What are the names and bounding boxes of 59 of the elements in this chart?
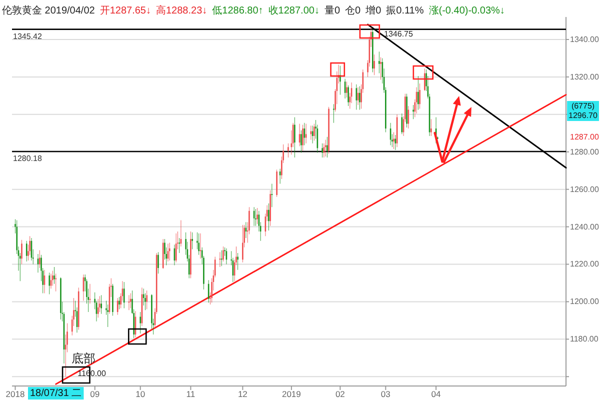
candlestick [55,274,57,292]
y-tick-label: 1240.00 [570,222,600,232]
ref-line-label: 1345.42 [13,32,42,41]
x-tick-label: 11 [186,389,196,399]
y-tick-label: 1280.00 [570,147,600,156]
candlestick [116,298,118,315]
candlestick [253,207,255,226]
candlestick [279,168,281,184]
candlestick [219,252,221,268]
x-tick-label: 2019 [282,389,302,399]
text: 18/07/31 二 [30,388,82,399]
x-tick-label: 04 [431,389,442,399]
chart-title: 伦敦黄金 2019/04/02 [2,4,96,16]
text: 开1287.65↓ [100,6,151,16]
candlestick [97,298,99,318]
candlestick [324,140,326,157]
candlestick [245,222,247,238]
annotation: 底部 [72,352,96,366]
candlestick [271,184,273,208]
x-tick-label: 12 [238,389,248,399]
text: 涨(-0.40)-0.03%↓ [428,4,505,16]
candlestick [123,282,125,308]
y-tick-label: 1200.00 [570,297,600,306]
text: 仓0 [345,4,362,16]
candlestick [323,143,325,158]
candlestick [200,233,202,259]
candlestick [130,293,132,308]
text: 收1287.00↓ [268,6,320,16]
y-tick-label: 1260.00 [570,184,600,194]
text: 量0 [324,6,340,16]
candlestick [78,288,80,330]
candlestick [416,87,418,114]
text: 增0 [364,4,382,16]
text: 振0.11% [386,4,424,16]
candlestick [220,250,222,266]
text: 低1286.80↑ [212,6,264,16]
candlestick [304,122,306,146]
candlestick [168,242,170,260]
x-tick-label: 09 [90,389,100,399]
candlestick [394,135,396,150]
text: 1296.70 [568,111,598,120]
x-tick-label: 10 [136,389,146,399]
text: 1287.00 [570,132,600,142]
candlestick [26,240,28,262]
candlestick [38,250,40,268]
candlestick [305,124,307,144]
x-tick-label: 2018 [6,389,25,399]
y-tick-label: 1180.00 [570,334,599,344]
candlestick [312,126,314,144]
x-tick-label: 03 [380,389,391,399]
text: 高1288.23↓ [156,4,208,16]
candlestick [310,126,312,140]
text: (6775) [571,102,595,110]
y-tick-label: 1320.00 [570,72,600,82]
x-tick-label: 02 [335,389,346,399]
y-tick-label: 1220.00 [570,260,600,269]
y-tick-label: 1340.00 [570,34,600,44]
ref-line-label: 1280.18 [13,154,42,164]
annotation: 1346.75 [384,29,414,38]
